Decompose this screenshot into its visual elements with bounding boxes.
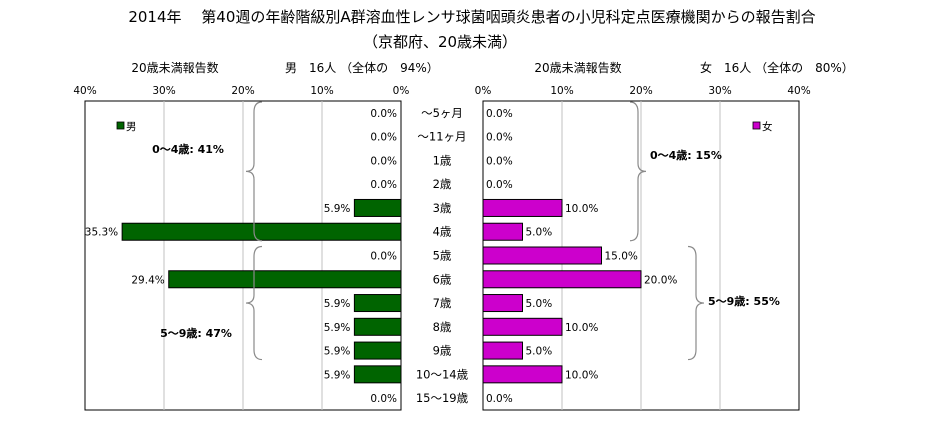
female-tick-label: 30% (708, 85, 731, 97)
category-label: 9歳 (433, 344, 452, 358)
male-tick-label: 10% (310, 85, 333, 97)
category-label: 10～14歳 (416, 367, 469, 381)
female-data-label: 20.0% (644, 274, 677, 286)
category-label: 15～19歳 (416, 391, 469, 405)
female-panel: 0% 10% 20% 30% 40% 0.0% 0.0% 0.0% 0.0% 10.0% 5.0% 1… (475, 85, 811, 411)
male-bar (353, 294, 402, 313)
male-data-label: 0.0% (370, 155, 397, 167)
male-bar (353, 198, 402, 217)
male-tick-label: 40% (73, 85, 96, 97)
female-tick-label: 40% (787, 85, 810, 97)
female-tick-label: 20% (629, 85, 652, 97)
female-legend-swatch (752, 121, 761, 130)
female-bar (482, 246, 602, 265)
chart-title: 2014年 第40週の年齢階級別A群溶血性レンサ球菌咽頭炎患者の小児科定点医療機… (128, 8, 815, 26)
male-bar (121, 222, 402, 241)
female-bar (482, 317, 563, 336)
male-data-label: 29.4% (131, 274, 164, 286)
female-tick-label: 10% (550, 85, 573, 97)
male-header-left: 20歳未満報告数 (131, 60, 218, 75)
female-data-label: 5.0% (526, 227, 553, 239)
female-bar (482, 222, 523, 241)
female-header-left: 20歳未満報告数 (534, 60, 621, 75)
category-label: 3歳 (433, 201, 452, 215)
category-label: 5歳 (433, 249, 452, 263)
male-bar (353, 341, 402, 360)
group-brace (245, 101, 263, 242)
male-tick-label: 30% (152, 85, 175, 97)
group-share-label: 0～4歳: 15% (650, 148, 722, 162)
female-data-label: 10.0% (565, 369, 598, 381)
category-labels: ～5ヶ月 ～11ヶ月 1歳 2歳 3歳 4歳 5歳 6歳 7歳 8歳 9歳 10～14歳 15～19歳 (416, 106, 469, 405)
female-bar (482, 365, 563, 384)
category-label: ～5ヶ月 (421, 106, 463, 120)
chart-subtitle: （京都府、20歳未満） (363, 33, 517, 51)
male-data-label: 5.9% (324, 203, 351, 215)
female-data-label: 10.0% (565, 322, 598, 334)
female-data-label: 0.0% (486, 393, 513, 405)
female-data-label: 15.0% (605, 251, 638, 263)
male-data-label: 0.0% (370, 132, 397, 144)
male-data-label: 0.0% (370, 251, 397, 263)
group-annotations: 0～4歳: 41% 5～9歳: 47% 0～4歳: 15% 5～9歳: 55% (152, 101, 780, 361)
category-label: ～11ヶ月 (417, 130, 466, 144)
group-share-label: 0～4歳: 41% (152, 142, 224, 156)
male-tick-label: 0% (393, 85, 410, 97)
male-data-label: 5.9% (324, 369, 351, 381)
female-data-label: 5.0% (526, 346, 553, 358)
category-label: 6歳 (433, 272, 452, 286)
female-legend-label: 女 (762, 120, 773, 133)
category-label: 4歳 (433, 225, 452, 239)
female-data-label: 0.0% (486, 155, 513, 167)
male-legend-label: 男 (126, 121, 137, 133)
group-brace (245, 245, 263, 361)
male-data-label: 5.9% (324, 346, 351, 358)
group-brace (629, 101, 647, 242)
male-panel: 40% 30% 20% 10% 0% 0.0% 0.0% 0.0% 0.0% 5.9% 35.3% 0… (73, 85, 410, 411)
group-brace (687, 245, 705, 361)
male-data-label: 35.3% (85, 227, 118, 239)
male-header-right: 男 16人 （全体の 94%） (285, 60, 439, 75)
female-data-label: 5.0% (526, 298, 553, 310)
male-data-label: 0.0% (370, 108, 397, 120)
female-data-label: 0.0% (486, 179, 513, 191)
group-share-label: 5～9歳: 55% (708, 294, 780, 308)
female-bar (482, 270, 642, 289)
category-label: 7歳 (433, 296, 452, 310)
male-data-label: 0.0% (370, 179, 397, 191)
male-data-label: 5.9% (324, 298, 351, 310)
male-bar (353, 365, 402, 384)
female-bar (482, 341, 523, 360)
male-bar (353, 317, 402, 336)
female-data-label: 10.0% (565, 203, 598, 215)
male-data-label: 5.9% (324, 322, 351, 334)
category-label: 2歳 (433, 177, 452, 191)
female-header-right: 女 16人 （全体の 80%） (700, 60, 854, 75)
male-tick-label: 20% (231, 85, 254, 97)
category-label: 8歳 (433, 320, 452, 334)
male-legend-swatch (116, 121, 125, 130)
female-bar (482, 294, 523, 313)
female-data-label: 0.0% (486, 108, 513, 120)
male-data-label: 0.0% (370, 393, 397, 405)
category-label: 1歳 (433, 153, 452, 167)
male-bar (168, 270, 402, 289)
female-tick-label: 0% (475, 85, 492, 97)
group-share-label: 5～9歳: 47% (160, 326, 232, 340)
female-bar (482, 198, 563, 217)
female-data-label: 0.0% (486, 132, 513, 144)
